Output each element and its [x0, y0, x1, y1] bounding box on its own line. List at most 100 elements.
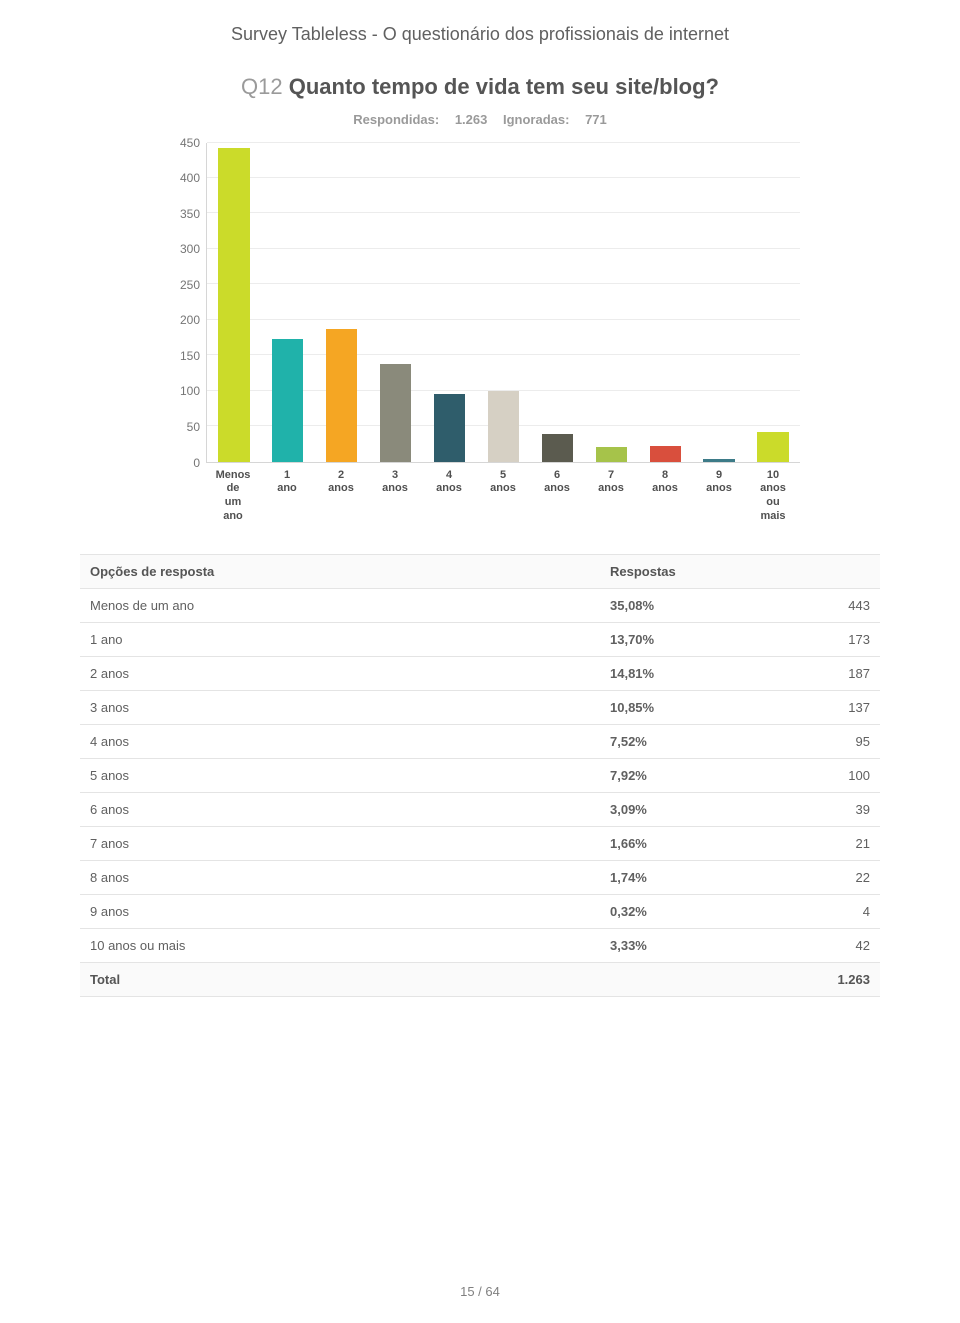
cell-count: 42 — [760, 928, 880, 962]
x-label: 8 anos — [638, 469, 692, 524]
bar — [326, 329, 357, 462]
bars-container — [207, 143, 800, 462]
skipped-value: 771 — [585, 112, 607, 127]
cell-percent: 14,81% — [600, 656, 760, 690]
bar — [703, 459, 734, 462]
cell-label: 3 anos — [80, 690, 600, 724]
table-header-row: Opções de resposta Respostas — [80, 554, 880, 588]
y-axis: 450400350300250200150100500 — [160, 143, 206, 463]
response-counts: Respondidas: 1.263 Ignoradas: 771 — [80, 112, 880, 127]
y-tick: 350 — [180, 207, 200, 221]
question-number: Q12 — [241, 74, 283, 99]
bar-slot — [692, 143, 746, 462]
cell-label: 5 anos — [80, 758, 600, 792]
y-tick: 50 — [187, 420, 200, 434]
bar-slot — [638, 143, 692, 462]
cell-count: 100 — [760, 758, 880, 792]
cell-label: 2 anos — [80, 656, 600, 690]
bar-slot — [746, 143, 800, 462]
cell-percent: 3,09% — [600, 792, 760, 826]
skipped-label: Ignoradas: — [503, 112, 569, 127]
y-tick: 300 — [180, 242, 200, 256]
cell-count: 21 — [760, 826, 880, 860]
cell-label: 10 anos ou mais — [80, 928, 600, 962]
cell-label: 6 anos — [80, 792, 600, 826]
x-label: 9 anos — [692, 469, 746, 524]
bar-slot — [530, 143, 584, 462]
cell-label: 7 anos — [80, 826, 600, 860]
table-row: 3 anos10,85%137 — [80, 690, 880, 724]
cell-percent: 3,33% — [600, 928, 760, 962]
table-row: 1 ano13,70%173 — [80, 622, 880, 656]
x-label: 6 anos — [530, 469, 584, 524]
total-label: Total — [80, 962, 600, 996]
y-tick: 0 — [193, 456, 200, 470]
cell-percent: 1,74% — [600, 860, 760, 894]
x-label: Menos de um ano — [206, 469, 260, 524]
bar — [757, 432, 788, 462]
table-row: Menos de um ano35,08%443 — [80, 588, 880, 622]
cell-percent: 35,08% — [600, 588, 760, 622]
table-row: 7 anos1,66%21 — [80, 826, 880, 860]
bar-chart: 450400350300250200150100500 Menos de um … — [160, 143, 800, 524]
page: Survey Tableless - O questionário dos pr… — [0, 0, 960, 1323]
data-table: Opções de resposta Respostas Menos de um… — [80, 554, 880, 997]
question-title: Q12 Quanto tempo de vida tem seu site/bl… — [220, 73, 740, 102]
cell-percent: 7,52% — [600, 724, 760, 758]
y-tick: 150 — [180, 349, 200, 363]
cell-count: 22 — [760, 860, 880, 894]
bar — [380, 364, 411, 461]
x-label: 3 anos — [368, 469, 422, 524]
x-label: 7 anos — [584, 469, 638, 524]
cell-label: 8 anos — [80, 860, 600, 894]
bar-slot — [423, 143, 477, 462]
y-tick: 400 — [180, 171, 200, 185]
cell-label: 1 ano — [80, 622, 600, 656]
bar — [272, 339, 303, 462]
bar-slot — [261, 143, 315, 462]
bar-slot — [207, 143, 261, 462]
y-tick: 250 — [180, 278, 200, 292]
bar — [434, 394, 465, 461]
cell-count: 39 — [760, 792, 880, 826]
table-row: 2 anos14,81%187 — [80, 656, 880, 690]
question-text: Quanto tempo de vida tem seu site/blog? — [289, 74, 719, 99]
cell-percent: 0,32% — [600, 894, 760, 928]
cell-percent: 10,85% — [600, 690, 760, 724]
answered-value: 1.263 — [455, 112, 488, 127]
bar — [488, 391, 519, 462]
col-option: Opções de resposta — [80, 554, 600, 588]
y-tick: 450 — [180, 136, 200, 150]
cell-label: 9 anos — [80, 894, 600, 928]
x-label: 4 anos — [422, 469, 476, 524]
cell-count: 95 — [760, 724, 880, 758]
table-row: 8 anos1,74%22 — [80, 860, 880, 894]
page-number: 15 / 64 — [0, 1284, 960, 1299]
bar-slot — [315, 143, 369, 462]
total-value: 1.263 — [760, 962, 880, 996]
table-row: 9 anos0,32%4 — [80, 894, 880, 928]
bar — [542, 434, 573, 462]
plot-outer — [206, 143, 800, 463]
cell-count: 443 — [760, 588, 880, 622]
cell-label: Menos de um ano — [80, 588, 600, 622]
chart-area: 450400350300250200150100500 — [160, 143, 800, 463]
table-row: 4 anos7,52%95 — [80, 724, 880, 758]
x-label: 1 ano — [260, 469, 314, 524]
cell-percent: 1,66% — [600, 826, 760, 860]
bar — [218, 148, 249, 462]
bar-slot — [369, 143, 423, 462]
survey-title: Survey Tableless - O questionário dos pr… — [80, 24, 880, 45]
bar-slot — [584, 143, 638, 462]
bar — [650, 446, 681, 462]
plot-region — [206, 143, 800, 463]
table-row: 6 anos3,09%39 — [80, 792, 880, 826]
cell-count: 137 — [760, 690, 880, 724]
y-tick: 100 — [180, 384, 200, 398]
bar — [596, 447, 627, 462]
table-row: 10 anos ou mais3,33%42 — [80, 928, 880, 962]
cell-count: 4 — [760, 894, 880, 928]
answered-label: Respondidas: — [353, 112, 439, 127]
table-row: 5 anos7,92%100 — [80, 758, 880, 792]
cell-count: 187 — [760, 656, 880, 690]
